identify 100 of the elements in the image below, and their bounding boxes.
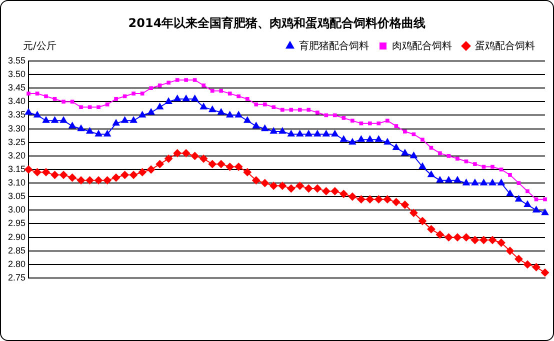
point xyxy=(366,195,374,204)
point xyxy=(226,162,234,171)
point xyxy=(454,176,461,183)
y-tick-label: 3.45 xyxy=(8,82,26,93)
point xyxy=(444,233,453,242)
point xyxy=(252,122,260,128)
point xyxy=(357,195,366,204)
point xyxy=(342,116,346,120)
point xyxy=(445,176,452,183)
point xyxy=(488,236,496,244)
point xyxy=(192,78,197,82)
point xyxy=(182,149,190,158)
point xyxy=(340,190,348,198)
point xyxy=(138,168,146,176)
point xyxy=(456,156,460,161)
point xyxy=(88,105,92,110)
point xyxy=(313,184,322,192)
point xyxy=(132,92,136,96)
y-tick-label: 3.15 xyxy=(8,164,26,174)
point xyxy=(208,106,216,112)
point xyxy=(532,263,540,272)
point xyxy=(51,116,58,123)
point xyxy=(234,162,243,171)
point xyxy=(480,236,488,244)
point xyxy=(480,179,488,186)
point xyxy=(526,189,530,194)
point xyxy=(68,174,76,182)
point xyxy=(44,94,48,98)
point xyxy=(112,174,120,182)
point xyxy=(348,192,356,201)
point xyxy=(26,92,30,96)
point xyxy=(350,118,354,123)
point xyxy=(288,130,295,136)
point xyxy=(392,144,400,150)
legend-label: 肉鸡配合饲料 xyxy=(392,40,452,52)
point xyxy=(375,136,382,142)
point xyxy=(191,94,198,102)
y-tick-label: 3.00 xyxy=(8,204,26,215)
y-tick-label: 3.55 xyxy=(8,55,26,66)
y-tick-label: 3.35 xyxy=(8,110,26,120)
point xyxy=(280,108,284,112)
point xyxy=(498,179,505,186)
point xyxy=(508,173,512,177)
point xyxy=(473,162,477,166)
point xyxy=(158,84,162,88)
point xyxy=(138,111,146,118)
y-tick-label: 2.75 xyxy=(8,272,26,282)
point xyxy=(296,130,304,136)
point xyxy=(436,176,444,183)
point xyxy=(462,179,470,186)
point xyxy=(428,170,435,178)
point xyxy=(314,130,321,136)
point xyxy=(218,108,225,115)
point xyxy=(147,166,156,174)
point xyxy=(62,100,66,104)
point xyxy=(79,105,83,110)
point xyxy=(506,190,514,196)
point xyxy=(114,97,118,101)
point xyxy=(523,260,532,268)
point xyxy=(464,159,468,164)
point xyxy=(418,162,426,170)
point xyxy=(272,105,276,110)
point xyxy=(383,195,392,204)
point xyxy=(148,108,155,115)
chart-title: 2014年以来全国育肥猪、肉鸡和蛋鸡配合饲料价格曲线 xyxy=(127,15,427,32)
point xyxy=(515,195,522,202)
y-tick-label: 3.10 xyxy=(8,178,26,188)
point xyxy=(506,246,514,255)
point xyxy=(497,238,506,247)
point xyxy=(68,122,76,128)
point xyxy=(120,170,129,179)
point xyxy=(202,84,206,88)
point xyxy=(42,116,50,123)
point xyxy=(262,102,267,106)
point xyxy=(94,176,103,184)
point xyxy=(33,168,42,176)
point xyxy=(112,119,120,126)
point xyxy=(516,181,521,185)
point xyxy=(394,124,398,128)
point xyxy=(210,88,214,93)
point xyxy=(96,105,100,110)
point xyxy=(182,94,190,102)
point xyxy=(418,217,426,226)
point xyxy=(254,102,258,106)
point xyxy=(184,78,188,82)
y-tick-label: 3.20 xyxy=(8,150,26,160)
point xyxy=(200,103,208,110)
point xyxy=(261,124,268,132)
point xyxy=(86,128,94,134)
point xyxy=(130,170,138,179)
point xyxy=(173,149,182,158)
point xyxy=(499,168,504,172)
point xyxy=(278,182,286,190)
point xyxy=(376,121,381,126)
point xyxy=(410,208,418,217)
point xyxy=(252,176,260,184)
point xyxy=(50,170,59,179)
point xyxy=(245,97,250,101)
point xyxy=(322,187,330,196)
point xyxy=(541,208,549,216)
